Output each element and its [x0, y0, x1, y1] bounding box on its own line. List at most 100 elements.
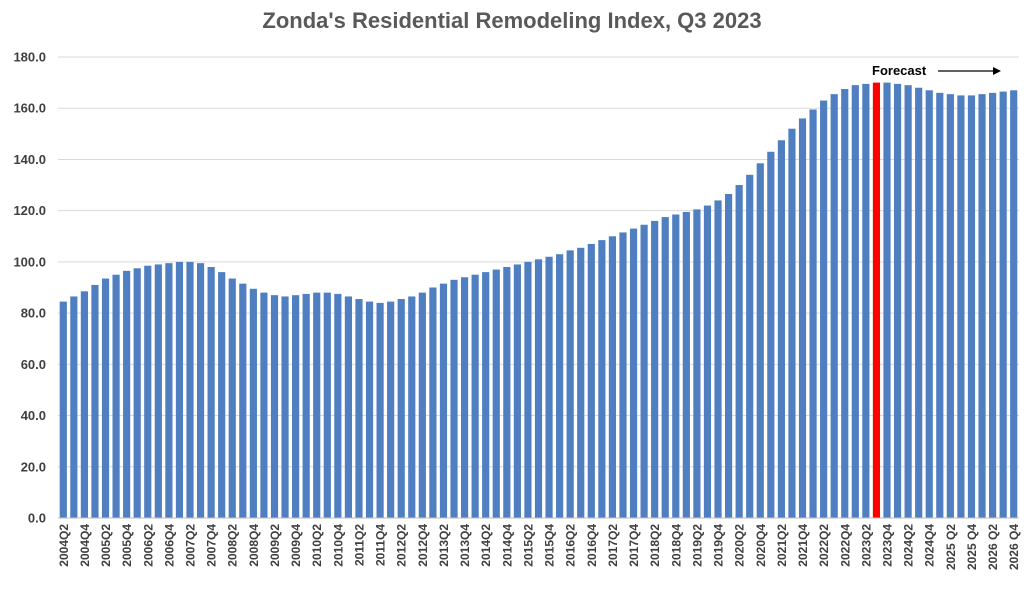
- x-tick-label: 2017Q4: [627, 524, 641, 567]
- x-tick-label: 2009Q4: [289, 524, 303, 567]
- bar: [904, 85, 912, 518]
- bar: [967, 95, 976, 519]
- bar: [640, 224, 648, 518]
- bar: [746, 174, 754, 519]
- x-tick-label: 2017Q2: [606, 524, 620, 567]
- x-tick-label: 2014Q2: [479, 524, 493, 567]
- bar: [978, 94, 986, 518]
- bar: [577, 247, 585, 518]
- bar: [957, 95, 965, 519]
- x-tick-label: 2014Q4: [500, 524, 514, 567]
- bar: [830, 94, 838, 518]
- x-tick-label: 2010Q4: [331, 524, 345, 567]
- x-tick-label: 2007Q2: [184, 524, 198, 567]
- bar: [703, 205, 712, 519]
- bar: [566, 250, 574, 518]
- forecast-arrowhead-icon: [993, 67, 1001, 75]
- x-tick-label: 2011Q4: [374, 524, 388, 566]
- x-tick-label: 2022Q2: [817, 524, 831, 567]
- x-tick-label: 2025 Q2: [944, 524, 958, 570]
- x-tick-label: 2011Q2: [352, 524, 366, 566]
- bar: [80, 291, 88, 518]
- bar: [376, 302, 384, 518]
- x-tick-label: 2007Q4: [205, 524, 219, 567]
- bar: [672, 214, 680, 518]
- bar: [883, 82, 891, 518]
- x-tick-label: 2006Q4: [162, 524, 176, 567]
- bar: [661, 217, 669, 518]
- x-tick-label: 2004Q2: [57, 524, 71, 567]
- y-tick-label: 120.0: [13, 203, 46, 218]
- x-tick-label: 2019Q2: [690, 524, 704, 567]
- bar: [186, 261, 194, 518]
- bar: [809, 109, 817, 518]
- bar: [387, 301, 395, 518]
- y-tick-label: 180.0: [13, 50, 46, 65]
- x-tick-label: 2026 Q2: [986, 524, 1000, 570]
- bar: [101, 278, 110, 518]
- x-tick-label: 2015Q4: [543, 524, 557, 567]
- bar-highlight: [872, 82, 881, 518]
- bar: [851, 85, 859, 518]
- bar: [598, 240, 606, 518]
- x-tick-label: 2010Q2: [310, 524, 324, 567]
- bar: [936, 92, 944, 518]
- bar: [999, 91, 1007, 518]
- x-tick-label: 2018Q2: [648, 524, 662, 567]
- bar: [249, 288, 257, 518]
- bar: [682, 211, 690, 519]
- x-tick-label: 2015Q2: [521, 524, 535, 567]
- bar: [524, 261, 532, 518]
- bar: [218, 272, 226, 518]
- x-tick-label: 2019Q4: [712, 524, 726, 567]
- y-tick-label: 0.0: [28, 511, 46, 526]
- x-tick-label: 2021Q4: [796, 524, 810, 567]
- x-tick-label: 2013Q4: [458, 524, 472, 567]
- x-tick-label: 2020Q4: [754, 524, 768, 567]
- bar: [587, 243, 595, 518]
- y-tick-label: 100.0: [13, 254, 46, 269]
- bar: [70, 296, 78, 518]
- x-axis: 2004Q2 2004Q4 2005Q2 2005Q4 2006Q2 2006Q4 2007…: [57, 517, 1021, 570]
- bar: [196, 263, 205, 518]
- bar: [270, 295, 279, 518]
- x-tick-label: 2026 Q4: [1007, 524, 1021, 570]
- bar: [862, 83, 870, 519]
- x-tick-label: 2006Q2: [141, 524, 155, 567]
- bar: [292, 295, 300, 518]
- bar: [915, 87, 923, 518]
- bar: [260, 292, 268, 518]
- bar: [59, 301, 67, 518]
- bar: [989, 92, 997, 518]
- bar: [798, 118, 807, 518]
- bar: [154, 264, 162, 518]
- bar: [608, 236, 617, 518]
- bar: [144, 265, 152, 518]
- bar: [534, 259, 543, 518]
- bar: [693, 209, 701, 518]
- x-tick-label: 2024Q2: [902, 524, 916, 567]
- bar: [344, 296, 353, 518]
- x-tick-label: 2005Q2: [99, 524, 113, 567]
- bar: [841, 89, 849, 518]
- bar: [1010, 90, 1018, 519]
- bar: [165, 263, 173, 518]
- y-tick-label: 80.0: [21, 306, 46, 321]
- bar: [820, 100, 828, 519]
- bar: [756, 163, 764, 518]
- bar: [334, 293, 342, 518]
- x-tick-label: 2008Q4: [247, 524, 261, 567]
- x-tick-label: 2025 Q4: [965, 524, 979, 570]
- y-tick-label: 160.0: [13, 101, 46, 116]
- x-tick-label: 2004Q4: [78, 524, 92, 567]
- bar: [471, 274, 479, 518]
- forecast-label: Forecast: [872, 63, 927, 78]
- bar: [735, 185, 743, 519]
- bar: [123, 270, 131, 518]
- x-tick-label: 2012Q4: [416, 524, 430, 567]
- bar: [408, 296, 416, 518]
- bar: [133, 268, 141, 518]
- x-tick-label: 2013Q2: [437, 524, 451, 567]
- x-tick-label: 2023Q4: [880, 524, 894, 567]
